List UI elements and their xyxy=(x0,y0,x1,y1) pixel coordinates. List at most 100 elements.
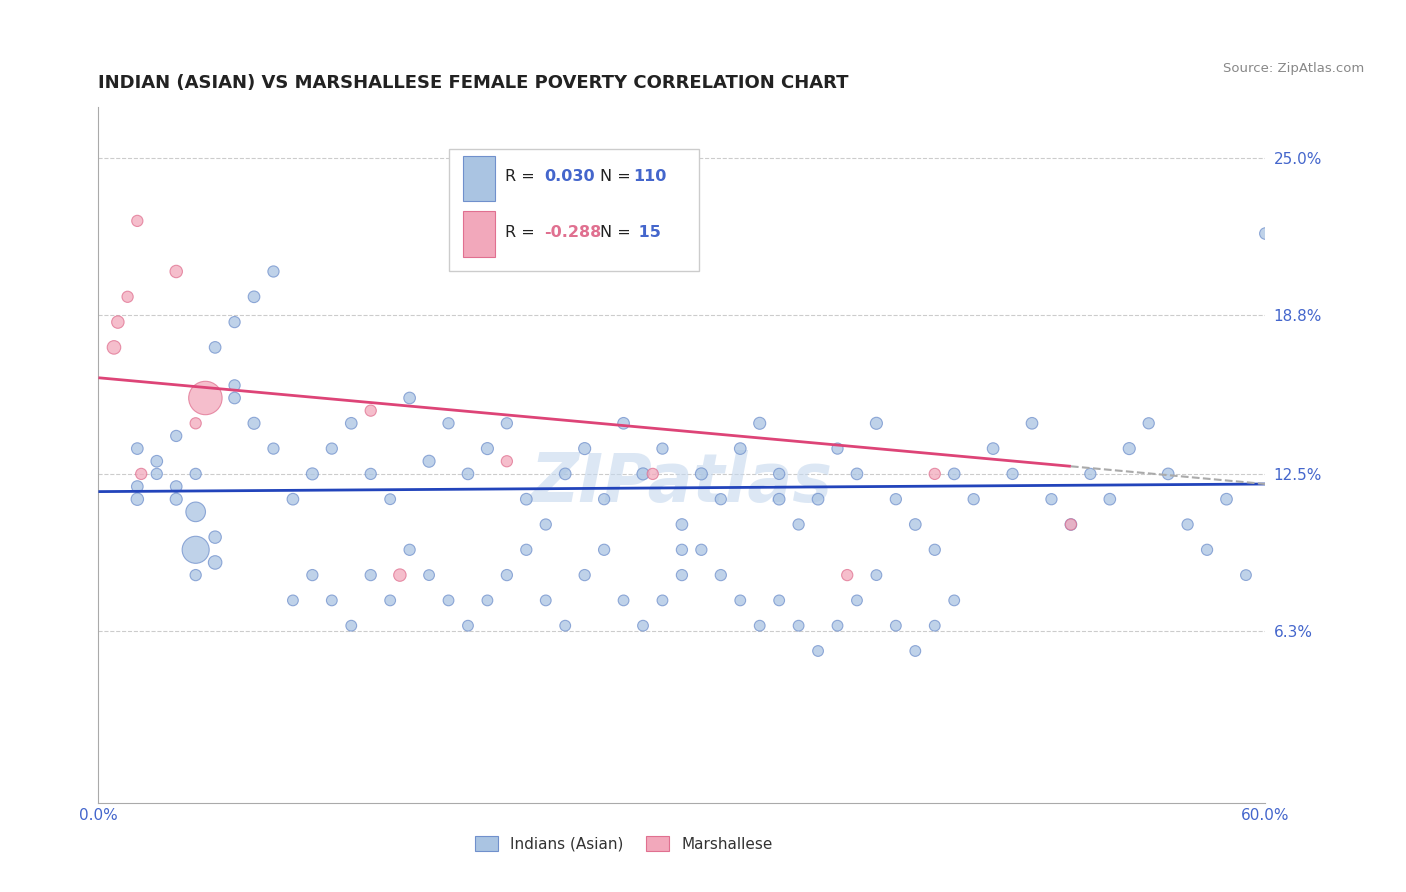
Point xyxy=(768,593,790,607)
Point xyxy=(281,593,304,607)
Point xyxy=(103,340,125,354)
Point xyxy=(243,417,266,431)
Point xyxy=(1254,227,1277,241)
Text: -0.288: -0.288 xyxy=(544,225,602,240)
Text: 110: 110 xyxy=(633,169,666,184)
Point xyxy=(262,264,284,278)
Point xyxy=(613,417,636,431)
Point xyxy=(631,618,654,632)
Text: N =: N = xyxy=(600,225,631,240)
Point xyxy=(281,492,304,507)
Text: 15: 15 xyxy=(633,225,661,240)
Point xyxy=(301,568,323,582)
Point xyxy=(360,467,382,481)
Point xyxy=(943,593,966,607)
Point xyxy=(117,290,139,304)
Point xyxy=(1157,467,1180,481)
Point xyxy=(1080,467,1102,481)
Point xyxy=(593,492,616,507)
Point xyxy=(924,618,946,632)
Point xyxy=(360,403,382,417)
Point xyxy=(388,568,411,582)
Point xyxy=(1098,492,1121,507)
Point xyxy=(165,264,187,278)
Point xyxy=(146,454,169,468)
Point xyxy=(165,479,187,493)
Point xyxy=(768,467,790,481)
Point xyxy=(204,340,226,354)
Point xyxy=(477,442,499,456)
Point xyxy=(1060,517,1083,532)
Point xyxy=(787,618,810,632)
Point xyxy=(748,417,770,431)
Point xyxy=(1040,492,1063,507)
Point xyxy=(651,593,673,607)
Point xyxy=(129,467,152,481)
Point xyxy=(574,568,596,582)
Point xyxy=(613,593,636,607)
Point xyxy=(360,568,382,582)
Point xyxy=(1234,568,1257,582)
Point xyxy=(127,442,149,456)
Point xyxy=(534,517,557,532)
Point xyxy=(184,505,207,519)
Point xyxy=(146,467,169,481)
Point xyxy=(340,618,363,632)
Point xyxy=(457,618,479,632)
Point xyxy=(671,542,693,557)
Point xyxy=(837,568,859,582)
Point xyxy=(554,467,576,481)
Point xyxy=(641,467,664,481)
Point xyxy=(827,442,849,456)
Text: N =: N = xyxy=(600,169,631,184)
FancyBboxPatch shape xyxy=(463,211,495,257)
Point xyxy=(710,568,733,582)
Point xyxy=(437,593,460,607)
Point xyxy=(127,214,149,228)
Point xyxy=(204,530,226,544)
Point xyxy=(437,417,460,431)
Point xyxy=(127,479,149,493)
Point xyxy=(380,492,402,507)
Point xyxy=(962,492,984,507)
Point xyxy=(262,442,284,456)
Text: ZIPatlas: ZIPatlas xyxy=(531,450,832,516)
Point xyxy=(690,467,713,481)
Point xyxy=(1137,417,1160,431)
Text: R =: R = xyxy=(505,225,540,240)
Point xyxy=(496,568,519,582)
Point xyxy=(1060,517,1083,532)
Point xyxy=(787,517,810,532)
Point xyxy=(554,618,576,632)
Point xyxy=(477,593,499,607)
Point xyxy=(1177,517,1199,532)
Point xyxy=(457,467,479,481)
Point xyxy=(165,492,187,507)
Point xyxy=(1001,467,1024,481)
Point xyxy=(165,429,187,443)
Point xyxy=(127,492,149,507)
Point xyxy=(194,391,217,405)
Point xyxy=(301,467,323,481)
Point xyxy=(865,417,887,431)
Point xyxy=(184,417,207,431)
Point xyxy=(321,593,343,607)
Point xyxy=(398,542,420,557)
Point xyxy=(846,593,869,607)
Point xyxy=(904,517,927,532)
Point xyxy=(924,542,946,557)
Point xyxy=(184,542,207,557)
Point xyxy=(380,593,402,607)
Point xyxy=(340,417,363,431)
Point xyxy=(496,454,519,468)
Point xyxy=(690,542,713,557)
Point xyxy=(884,618,907,632)
Point xyxy=(398,391,420,405)
Point xyxy=(243,290,266,304)
Point xyxy=(924,467,946,481)
Point xyxy=(651,442,673,456)
Point xyxy=(1215,492,1237,507)
Point xyxy=(748,618,770,632)
Legend: Indians (Asian), Marshallese: Indians (Asian), Marshallese xyxy=(468,830,779,858)
FancyBboxPatch shape xyxy=(449,149,699,270)
